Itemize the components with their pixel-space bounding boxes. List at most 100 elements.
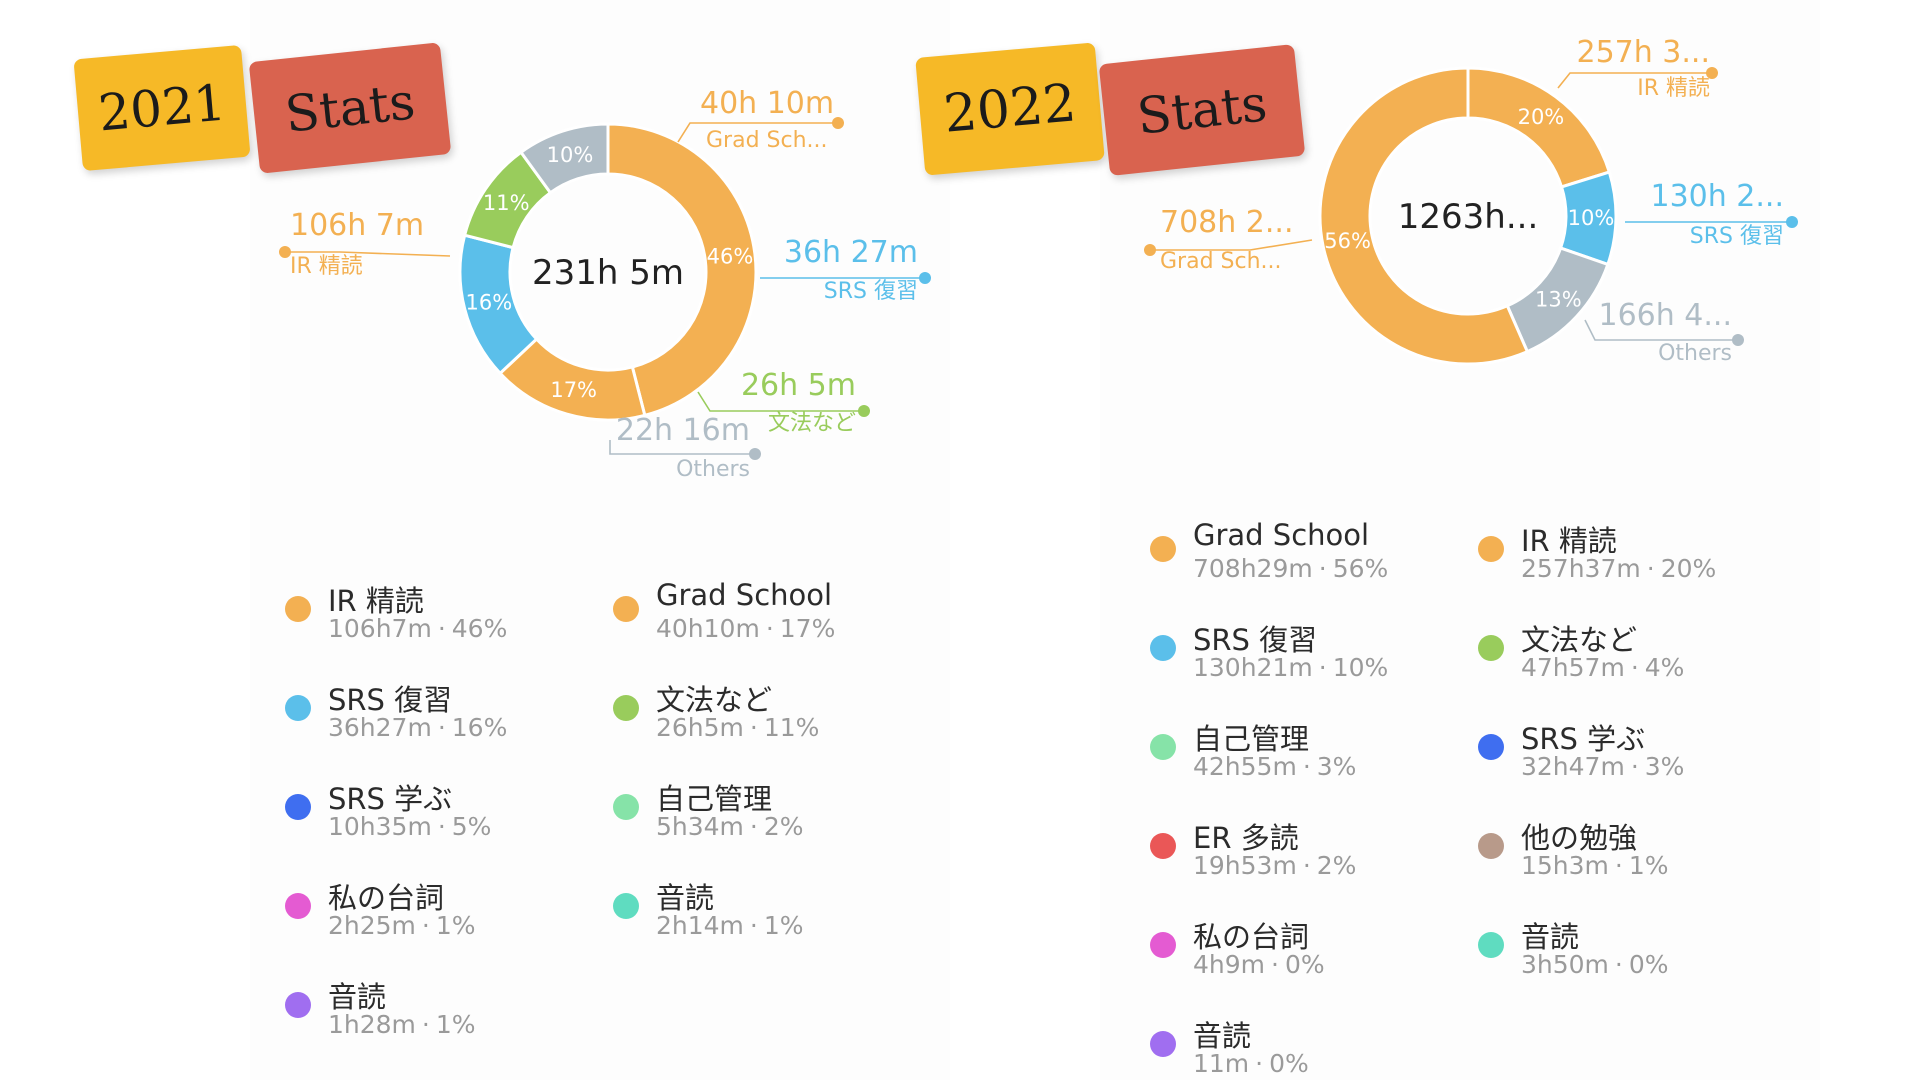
legend-item-duration: 19h53m [1193, 851, 1297, 880]
legend-item-percent: 46% [451, 614, 508, 643]
legend-item-duration: 26h5m [656, 713, 744, 742]
callout-line [1150, 239, 1313, 251]
slice-percent-label: 10% [547, 143, 594, 167]
legend-item-percent: 1% [435, 1010, 476, 1039]
legend-color-dot [1478, 833, 1504, 859]
legend-item-name: IR 精読 [1521, 524, 1617, 558]
callout-value: 106h 7m [290, 208, 424, 243]
legend-item: IR 精読 257h37m · 20% [1478, 518, 1798, 588]
callout-name: Grad Sch... [706, 128, 828, 153]
donut-center-total: 231h 5m [532, 253, 684, 293]
legend-item-name: ER 多読 [1193, 821, 1299, 855]
callout-dot [1786, 216, 1798, 228]
legend-item-percent: 4% [1644, 653, 1685, 682]
callout-name: Grad Sch... [1160, 249, 1282, 274]
callout-line [1584, 319, 1738, 341]
legend-item: 他の勉強 15h3m · 1% [1478, 815, 1798, 885]
legend-item-percent: 2% [763, 812, 804, 841]
donut-slice [606, 122, 758, 418]
legend-item-duration: 47h57m [1521, 653, 1625, 682]
legend-item: 音読 2h14m · 1% [613, 875, 933, 945]
legend-item-name: 私の台詞 [1193, 920, 1310, 954]
callout-line [609, 440, 755, 455]
legend-item-name: 他の勉強 [1521, 821, 1638, 855]
legend-item-percent: 2% [1316, 851, 1357, 880]
slice-percent-label: 20% [1518, 105, 1565, 129]
legend-item: 自己管理 5h34m · 2% [613, 776, 933, 846]
slice-percent-label: 13% [1535, 287, 1582, 311]
legend-item: 音読 3h50m · 0% [1478, 914, 1798, 984]
legend-item-duration: 4h9m [1193, 950, 1266, 979]
legend-item-stats: 257h37m · 20% [1521, 554, 1717, 583]
slice-percent-label: 17% [550, 378, 597, 402]
legend-item-stats: 10h35m · 5% [328, 812, 492, 841]
callout-name: SRS 復習 [824, 279, 918, 304]
legend-item: Grad School 40h10m · 17% [613, 578, 933, 648]
legend-color-dot [285, 596, 311, 622]
callout-name: IR 精読 [1637, 76, 1710, 101]
callout-value: 130h 2... [1650, 179, 1784, 214]
legend-item-duration: 15h3m [1521, 851, 1609, 880]
legend-color-dot [1150, 932, 1176, 958]
legend-item-name: SRS 学ぶ [328, 782, 453, 816]
legend-item: SRS 復習 130h21m · 10% [1150, 617, 1470, 687]
legend-item-duration: 106h7m [328, 614, 432, 643]
legend-item-name: SRS 学ぶ [1521, 722, 1646, 756]
legend-item-name: SRS 復習 [1193, 623, 1318, 657]
legend-color-dot [1478, 932, 1504, 958]
legend-item-percent: 17% [779, 614, 836, 643]
callout-name: SRS 復習 [1690, 224, 1784, 249]
legend-item-percent: 3% [1316, 752, 1357, 781]
legend-item-stats: 106h7m · 46% [328, 614, 508, 643]
callout-name: IR 精読 [290, 254, 363, 279]
legend-item-percent: 16% [451, 713, 508, 742]
donut-chart-2022: 20% 257h 3... IR 精読 10% 130h 2... SRS 復習 13% 16… [1144, 35, 1798, 366]
legend-item-stats: 5h34m · 2% [656, 812, 804, 841]
donut-chart-2021: 46% 106h 7m IR 精読 17% 40h 10m Grad Sch... 16% 3… [279, 86, 931, 482]
legend-item-percent: 3% [1644, 752, 1685, 781]
legend-item: 自己管理 42h55m · 3% [1150, 716, 1470, 786]
legend-item-stats: 4h9m · 0% [1193, 950, 1325, 979]
legend-item: SRS 学ぶ 10h35m · 5% [285, 776, 605, 846]
legend-item-name: 自己管理 [1193, 722, 1310, 756]
legend-color-dot [1478, 536, 1504, 562]
legend-item-name: 私の台詞 [328, 881, 445, 915]
legend-item-stats: 42h55m · 3% [1193, 752, 1357, 781]
legend-item: 文法など 26h5m · 11% [613, 677, 933, 747]
legend-item-name: SRS 復習 [328, 683, 453, 717]
legend-color-dot [613, 596, 639, 622]
donut-center-total: 1263h... [1398, 197, 1539, 237]
callout-line [285, 251, 451, 257]
callout-name: 文法など [768, 411, 856, 436]
slice-percent-label: 56% [1324, 229, 1371, 253]
legend-item-stats: 1h28m · 1% [328, 1010, 476, 1039]
legend-item: 私の台詞 4h9m · 0% [1150, 914, 1470, 984]
legend-item-name: Grad School [1193, 518, 1370, 552]
legend-item-stats: 19h53m · 2% [1193, 851, 1357, 880]
callout-value: 40h 10m [700, 86, 834, 121]
legend-item-stats: 130h21m · 10% [1193, 653, 1389, 682]
legend-color-dot [285, 893, 311, 919]
legend-color-dot [1478, 635, 1504, 661]
callout-dot [1144, 244, 1156, 256]
callout-value: 22h 16m [616, 413, 750, 448]
year-badge-2022: 2022 [915, 42, 1105, 176]
legend-item-stats: 3h50m · 0% [1521, 950, 1669, 979]
legend-item-percent: 5% [451, 812, 492, 841]
legend-item-duration: 36h27m [328, 713, 432, 742]
legend-item-duration: 11m [1193, 1049, 1250, 1078]
callout-dot [1706, 67, 1718, 79]
legend-item: IR 精読 106h7m · 46% [285, 578, 605, 648]
legend-item-duration: 1h28m [328, 1010, 416, 1039]
legend-item-duration: 130h21m [1193, 653, 1313, 682]
callout-name: Others [1658, 341, 1732, 366]
legend-item-name: 文法など [1521, 623, 1638, 657]
legend-item-duration: 5h34m [656, 812, 744, 841]
legend-item-stats: 36h27m · 16% [328, 713, 508, 742]
legend-color-dot [613, 695, 639, 721]
legend-item: Grad School 708h29m · 56% [1150, 518, 1470, 588]
legend-color-dot [1478, 734, 1504, 760]
legend-color-dot [285, 794, 311, 820]
legend-item-name: 音読 [656, 881, 715, 915]
callout-value: 257h 3... [1576, 35, 1710, 70]
